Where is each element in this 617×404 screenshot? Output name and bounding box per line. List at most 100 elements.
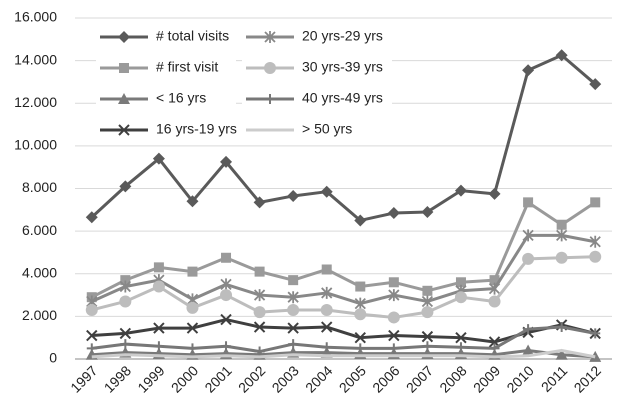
y-tick-label: 0	[49, 350, 57, 366]
marker	[187, 343, 198, 354]
legend-label: # total visits	[156, 28, 229, 44]
series-line	[91, 325, 596, 354]
marker	[321, 321, 333, 333]
marker	[119, 327, 132, 340]
marker	[254, 346, 265, 357]
marker	[421, 205, 434, 218]
marker	[555, 49, 568, 62]
legend-label: 30 yrs-39 yrs	[302, 59, 383, 75]
marker	[152, 152, 165, 165]
marker	[320, 303, 333, 316]
y-tick-label: 8.000	[22, 179, 57, 195]
marker	[118, 31, 130, 43]
marker	[354, 214, 367, 227]
marker	[321, 264, 332, 275]
legend-item: 16 yrs-19 yrs	[96, 117, 237, 143]
x-tick-label: 2003	[269, 362, 302, 395]
series-line	[91, 348, 596, 359]
series-line	[91, 318, 596, 344]
y-tick-label: 14.000	[14, 51, 57, 67]
marker	[153, 262, 164, 273]
marker	[387, 207, 400, 220]
x-tick-label: 2007	[403, 362, 436, 395]
marker	[86, 343, 97, 354]
marker	[355, 343, 366, 354]
marker	[85, 303, 98, 316]
marker	[153, 341, 164, 352]
marker	[118, 93, 130, 104]
marker	[153, 322, 165, 334]
x-tick-label: 2010	[503, 362, 536, 395]
legend-item: 30 yrs-39 yrs	[242, 55, 392, 81]
marker	[264, 62, 276, 74]
marker	[388, 277, 399, 288]
marker	[488, 282, 501, 295]
marker	[287, 189, 300, 202]
marker	[589, 78, 602, 91]
series-line	[91, 255, 596, 319]
marker	[321, 286, 333, 299]
marker	[119, 180, 132, 193]
marker	[118, 124, 130, 136]
marker	[253, 196, 266, 209]
marker	[523, 324, 534, 335]
marker	[455, 331, 467, 344]
marker	[264, 31, 276, 43]
legend-label: < 16 yrs	[156, 90, 206, 106]
x-tick-label: 1999	[134, 362, 167, 395]
marker	[287, 291, 299, 304]
series	[85, 250, 602, 324]
marker	[421, 306, 434, 319]
legend-item: # total visits	[96, 24, 236, 50]
y-tick-label: 4.000	[22, 264, 57, 280]
marker	[287, 322, 299, 334]
marker	[265, 94, 275, 104]
marker	[354, 331, 366, 344]
x-tick-label: 2008	[436, 362, 469, 395]
marker	[388, 329, 400, 342]
marker	[119, 280, 131, 293]
marker	[387, 311, 400, 324]
marker	[454, 184, 467, 197]
marker	[220, 289, 233, 302]
marker	[288, 339, 299, 350]
marker	[421, 330, 434, 343]
marker	[186, 322, 199, 334]
x-tick-label: 2002	[235, 362, 268, 395]
x-tick-label: 2012	[571, 362, 604, 395]
legend-item: > 50 yrs	[242, 117, 392, 143]
marker	[522, 64, 535, 77]
marker	[589, 235, 601, 248]
marker	[590, 197, 601, 208]
marker	[523, 197, 534, 208]
marker	[152, 280, 165, 293]
marker	[186, 301, 199, 314]
x-tick-label: 2004	[302, 362, 335, 395]
x-tick-label: 2011	[538, 362, 571, 395]
marker	[489, 343, 500, 354]
marker	[354, 297, 366, 310]
marker	[455, 277, 466, 288]
y-tick-label: 10.000	[14, 137, 57, 153]
marker	[455, 342, 466, 353]
marker	[522, 252, 535, 265]
marker	[253, 321, 266, 333]
marker	[590, 328, 601, 339]
marker	[489, 275, 500, 286]
x-tick-label: 2009	[470, 362, 503, 395]
legend-item: 20 yrs-29 yrs	[242, 24, 392, 50]
marker	[556, 322, 567, 333]
marker	[85, 211, 98, 224]
marker	[221, 341, 232, 352]
y-tick-label: 16.000	[14, 9, 57, 25]
series-line	[90, 53, 597, 222]
marker	[253, 289, 266, 302]
x-tick-label: 2005	[336, 362, 369, 395]
marker	[522, 344, 535, 356]
marker	[388, 289, 400, 302]
x-tick-label: 2000	[168, 362, 201, 395]
marker	[120, 275, 131, 286]
series-line	[91, 200, 597, 299]
marker	[421, 295, 434, 308]
